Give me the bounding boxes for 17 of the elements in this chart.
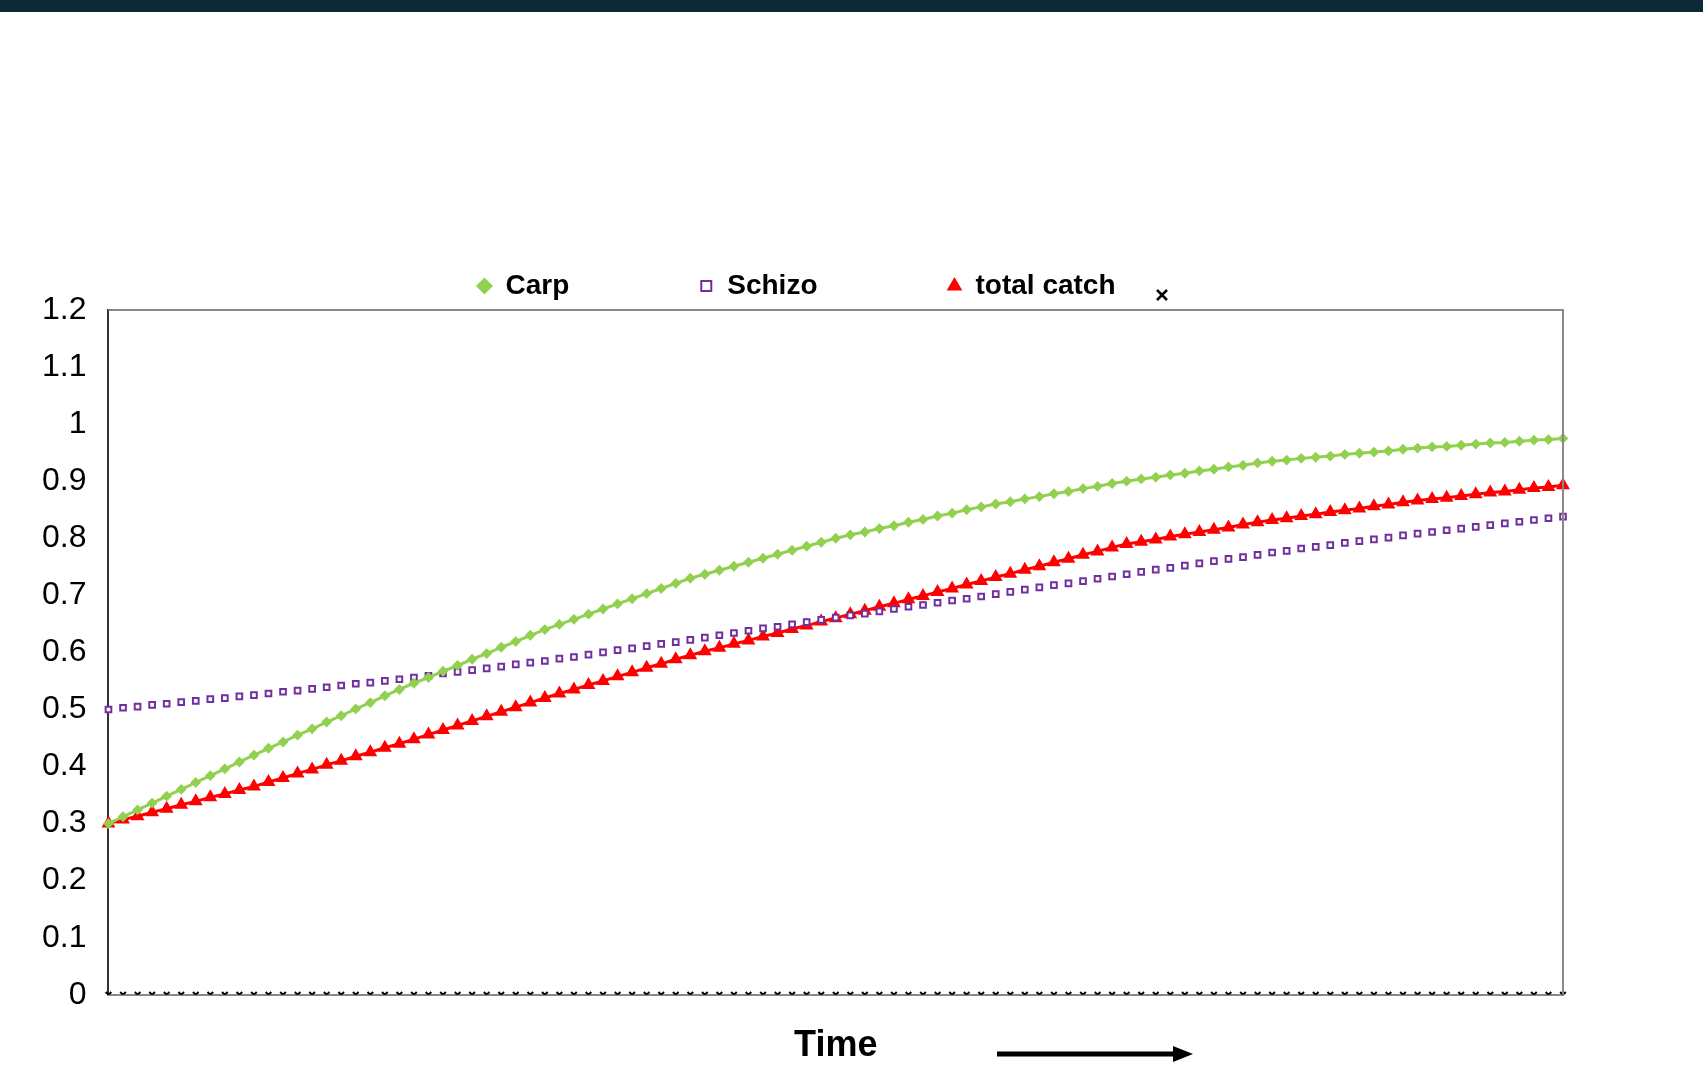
x-axis-title: Time [794, 1023, 878, 1065]
y-tick-label: 0.7 [42, 575, 87, 612]
y-tick-label: 0.3 [42, 803, 87, 840]
y-tick-label: 1 [68, 403, 87, 440]
legend-label: total catch [975, 268, 1116, 300]
y-tick-label: 0.5 [42, 689, 87, 726]
y-tick-label: 0.4 [42, 746, 87, 783]
y-tick-label: 0.2 [42, 860, 87, 897]
y-tick-label: 1.2 [42, 289, 87, 326]
y-tick-label: 0 [68, 974, 87, 1011]
legend-label: Schizo [727, 268, 818, 300]
y-tick-label: 0.9 [42, 461, 87, 498]
y-tick-label: 0.1 [42, 917, 87, 954]
y-tick-label: 0.8 [42, 518, 87, 555]
legend-label: Carp [505, 268, 570, 300]
y-tick-label: 0.6 [42, 632, 87, 669]
y-tick-label: 1.1 [42, 346, 87, 383]
